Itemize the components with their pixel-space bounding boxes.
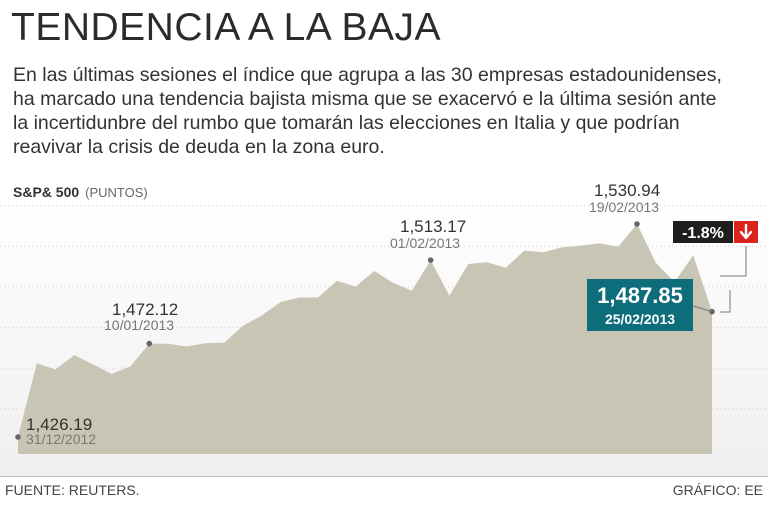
- description-line: En las últimas sesiones el índice que ag…: [13, 64, 722, 86]
- callout-value: 1,487.85: [597, 283, 683, 308]
- description-line: reavivar la crisis de deuda en la zona e…: [13, 136, 385, 158]
- data-label-value: 1,530.94: [594, 181, 660, 200]
- credit-note: GRÁFICO: EE: [672, 482, 763, 498]
- description-line: la incertidunbre del rumbo que tomarán l…: [13, 112, 680, 134]
- description: En las últimas sesiones el índice que ag…: [13, 63, 763, 159]
- data-point-marker: [146, 340, 153, 347]
- area-series: [18, 224, 712, 454]
- data-label-date: 19/02/2013: [589, 199, 659, 215]
- index-name: S&P& 500: [13, 184, 80, 200]
- source-note: FUENTE: REUTERS.: [5, 482, 140, 498]
- description-line: ha marcado una tendencia bajista misma q…: [13, 88, 717, 110]
- data-point-marker: [427, 257, 434, 263]
- callout-date: 25/02/2013: [605, 311, 675, 327]
- footer-divider: [0, 476, 768, 477]
- change-value: -1.8%: [682, 225, 724, 242]
- data-point-marker: [634, 221, 640, 227]
- arrow-down-icon: [739, 223, 753, 240]
- data-label-date: 31/12/2012: [26, 431, 96, 447]
- data-label-value: 1,472.12: [112, 300, 178, 319]
- data-label-date: 01/02/2013: [390, 235, 460, 251]
- change-bracket: [720, 290, 731, 313]
- index-label-row: S&P& 500 (PUNTOS): [13, 184, 148, 200]
- last-value-callout: [587, 279, 693, 331]
- data-label-value: 1,513.17: [400, 217, 466, 236]
- change-badge: [673, 221, 733, 243]
- data-label-value: 1,426.19: [26, 415, 92, 434]
- callout-leader: [692, 305, 713, 313]
- chart-title: TENDENCIA A LA BAJA: [11, 6, 442, 49]
- unit-label: (PUNTOS): [85, 185, 148, 200]
- change-bracket: [720, 246, 747, 277]
- data-label-date: 10/01/2013: [104, 317, 174, 333]
- data-point-marker: [15, 434, 21, 440]
